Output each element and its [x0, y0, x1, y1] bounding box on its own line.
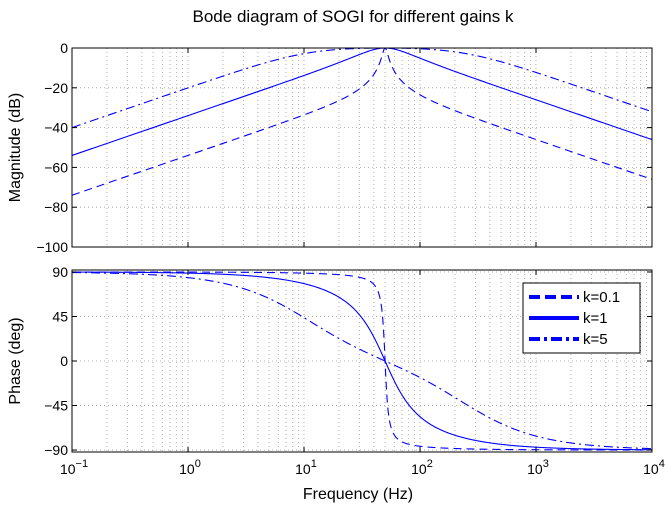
phase-panel: 90 45 0 −45 −90 Phase (deg) 10−1 100 101 102 103 10… [7, 264, 665, 477]
y-tick-label: −90 [44, 442, 68, 458]
y-tick-label: −45 [44, 398, 68, 414]
x-tick-label: 103 [527, 458, 549, 477]
y-tick-label: 90 [52, 264, 68, 280]
y-tick-label: 0 [60, 353, 68, 369]
series-line-k=0.1 [72, 48, 652, 196]
y-tick-label: −40 [44, 120, 68, 136]
y-tick-label: 45 [52, 308, 68, 324]
magnitude-panel: 0 −20 −40 −60 −80 −100 Magnitude (dB) [7, 40, 653, 255]
series-line-k=1 [72, 48, 652, 156]
x-tick-label: 102 [411, 458, 433, 477]
y-tick-label: −100 [36, 239, 68, 255]
series-line-k=5 [72, 271, 652, 450]
magnitude-y-axis-label: Magnitude (dB) [7, 93, 24, 202]
x-axis-label: Frequency (Hz) [303, 486, 413, 503]
chart-title: Bode diagram of SOGI for different gains… [193, 7, 514, 26]
series-line-k=5 [72, 48, 652, 129]
x-tick-label: 101 [295, 458, 317, 477]
y-tick-label: −80 [44, 199, 68, 215]
legend-label-k=5: k=5 [583, 331, 608, 348]
phase-y-axis-label: Phase (deg) [7, 317, 24, 404]
legend-label-k=1: k=1 [583, 310, 608, 327]
y-tick-label: −60 [44, 159, 68, 175]
magnitude-axes-box [71, 47, 653, 248]
x-tick-label: 100 [179, 458, 201, 477]
legend: k=0.1 k=1 k=5 [522, 282, 641, 354]
series-line-k=1 [72, 271, 652, 451]
legend-label-k=0.1: k=0.1 [583, 289, 620, 306]
x-tick-label: 104 [643, 458, 665, 477]
y-tick-label: 0 [60, 40, 68, 56]
x-tick-label: 10−1 [60, 458, 88, 477]
y-tick-label: −20 [44, 80, 68, 96]
series-line-k=0.1 [72, 271, 652, 451]
